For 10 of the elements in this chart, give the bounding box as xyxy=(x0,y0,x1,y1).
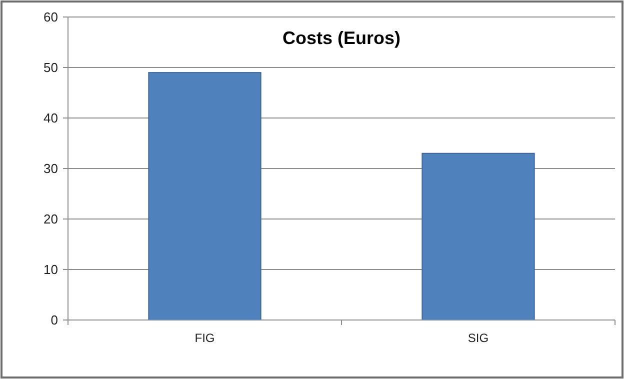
y-tick-label: 0 xyxy=(50,312,58,328)
y-tick-label: 30 xyxy=(44,161,58,176)
x-tick-label: SIG xyxy=(468,331,489,345)
y-tick-label: 10 xyxy=(44,262,58,278)
y-tick-label: 60 xyxy=(44,10,58,25)
y-tick-label: 20 xyxy=(44,212,58,227)
y-tick-label: 50 xyxy=(44,60,58,76)
x-tick-label: FIG xyxy=(194,331,215,345)
y-tick-label: 40 xyxy=(44,110,58,126)
text: Costs (Euros) xyxy=(282,28,401,48)
